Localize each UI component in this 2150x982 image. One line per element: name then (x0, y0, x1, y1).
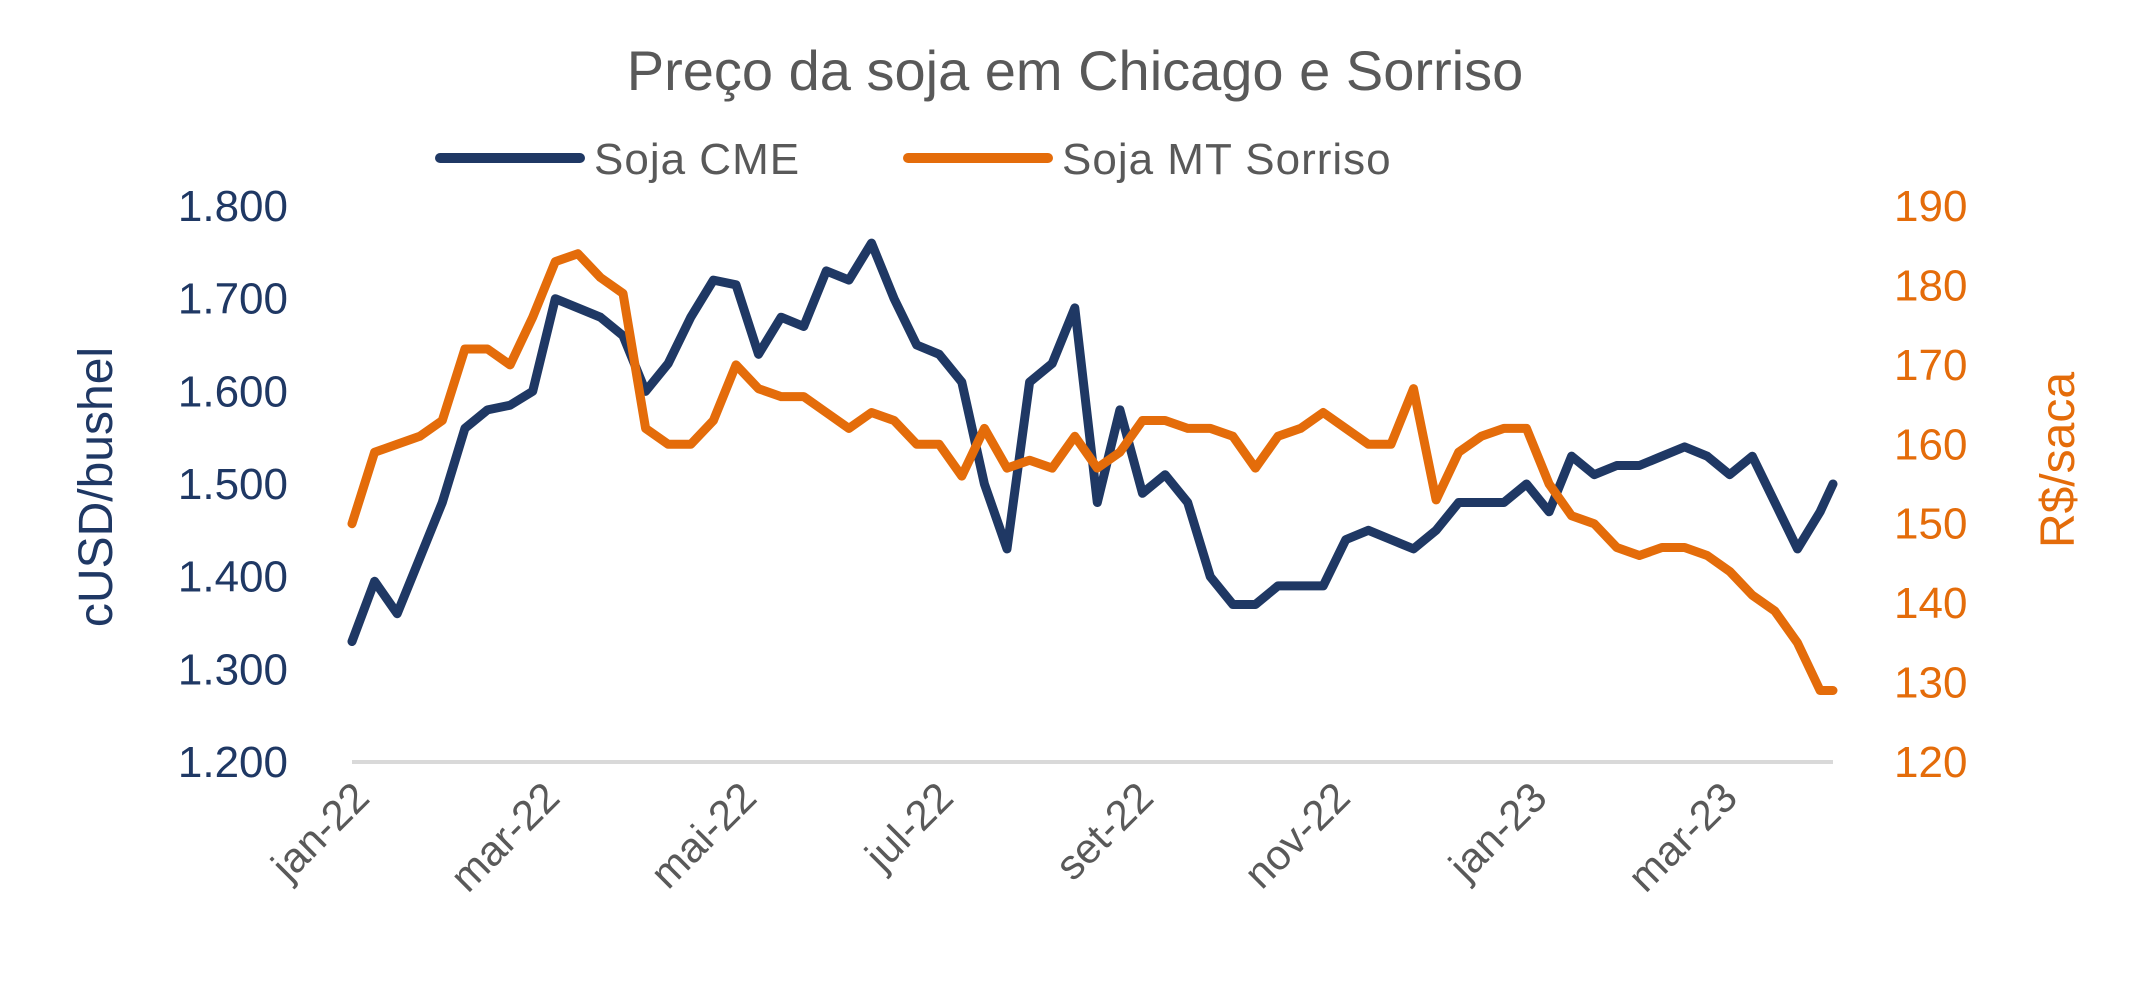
y-left-tick-label: 1.300 (178, 645, 288, 694)
x-tick-label: jan-22 (261, 773, 378, 890)
x-tick-label: jul-22 (855, 773, 962, 880)
series-line-soja-cme (347, 238, 1838, 646)
x-tick-label: mar-23 (1619, 773, 1746, 900)
y-left-tick-label: 1.200 (178, 738, 288, 787)
y-left-ticks: 1.200 1.300 1.400 1.500 1.600 1.700 1.800 (178, 182, 288, 787)
x-tick-label: nov-22 (1235, 773, 1359, 897)
legend: Soja CME Soja MT Sorriso (435, 135, 1392, 184)
y-right-tick-label: 170 (1894, 341, 1967, 390)
y-left-tick-label: 1.700 (178, 275, 288, 324)
y-right-tick-label: 130 (1894, 659, 1967, 708)
legend-label-cme: Soja CME (594, 135, 800, 184)
y-right-tick-label: 190 (1894, 182, 1967, 231)
y-left-tick-label: 1.600 (178, 367, 288, 416)
x-tick-label: set-22 (1046, 773, 1162, 889)
series-line-soja-mt-sorriso (347, 249, 1838, 695)
y-left-axis-title: cUSD/bushel (70, 347, 123, 627)
y-left-tick-label: 1.500 (178, 460, 288, 509)
y-right-ticks: 120 130 140 150 160 170 180 190 (1894, 182, 1967, 787)
y-right-tick-label: 120 (1894, 738, 1967, 787)
y-right-axis-title: R$/saca (2032, 372, 2085, 548)
x-tick-label: mai-22 (641, 773, 765, 897)
y-left-tick-label: 1.800 (178, 182, 288, 231)
y-right-tick-label: 150 (1894, 500, 1967, 549)
y-right-tick-label: 180 (1894, 261, 1967, 310)
chart-title: Preço da soja em Chicago e Sorriso (627, 39, 1523, 102)
y-right-tick-label: 160 (1894, 420, 1967, 469)
y-left-tick-label: 1.400 (178, 553, 288, 602)
y-right-tick-label: 140 (1894, 579, 1967, 628)
x-ticks: jan-22 mar-22 mai-22 jul-22 set-22 nov-22 jan-… (261, 773, 1746, 900)
legend-label-sorriso: Soja MT Sorriso (1062, 135, 1392, 184)
x-tick-label: jan-23 (1438, 773, 1555, 890)
series-lines (347, 238, 1838, 695)
x-tick-label: mar-22 (441, 773, 568, 900)
